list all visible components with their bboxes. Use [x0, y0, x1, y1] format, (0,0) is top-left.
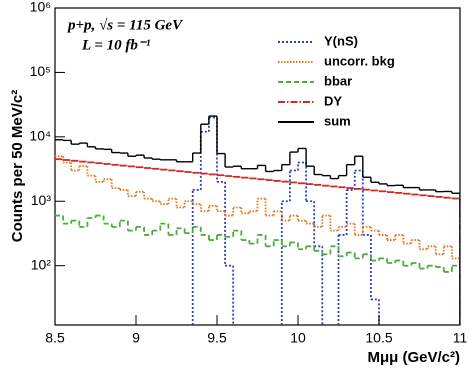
step-riser — [62, 215, 460, 325]
legend-label: uncorr. bkg — [324, 53, 395, 68]
x-tick-label: 8.5 — [45, 330, 65, 346]
x-tick-label: 9 — [132, 330, 140, 346]
y-tick-label: 10² — [31, 256, 52, 272]
annotation: L = 10 fb⁻¹ — [81, 37, 150, 53]
legend-label: bbar — [324, 73, 352, 88]
x-tick-label: 9.5 — [207, 330, 227, 346]
step-riser — [62, 116, 460, 325]
y-tick-label: 10⁵ — [30, 63, 51, 79]
y-axis-label: Counts per 50 MeV/c² — [9, 90, 26, 243]
legend-label: Υ(nS) — [324, 33, 358, 48]
annotation: p+p, √s = 115 GeV — [66, 17, 184, 33]
legend-label: DY — [324, 93, 342, 108]
step-riser — [191, 117, 380, 325]
y-tick-label: 10⁶ — [30, 0, 51, 15]
y-tick-label: 10³ — [31, 192, 52, 208]
step-riser — [62, 156, 460, 325]
legend-label: sum — [324, 113, 351, 128]
x-tick-label: 10.5 — [365, 330, 392, 346]
step-riser — [62, 159, 460, 325]
plot-area — [55, 115, 460, 325]
y-tick-label: 10⁴ — [29, 128, 51, 144]
x-tick-label: 11 — [453, 330, 468, 346]
x-axis-label: Mμμ (GeV/c²) — [367, 349, 460, 366]
x-tick-label: 10 — [290, 330, 306, 346]
plot-frame — [54, 7, 461, 326]
